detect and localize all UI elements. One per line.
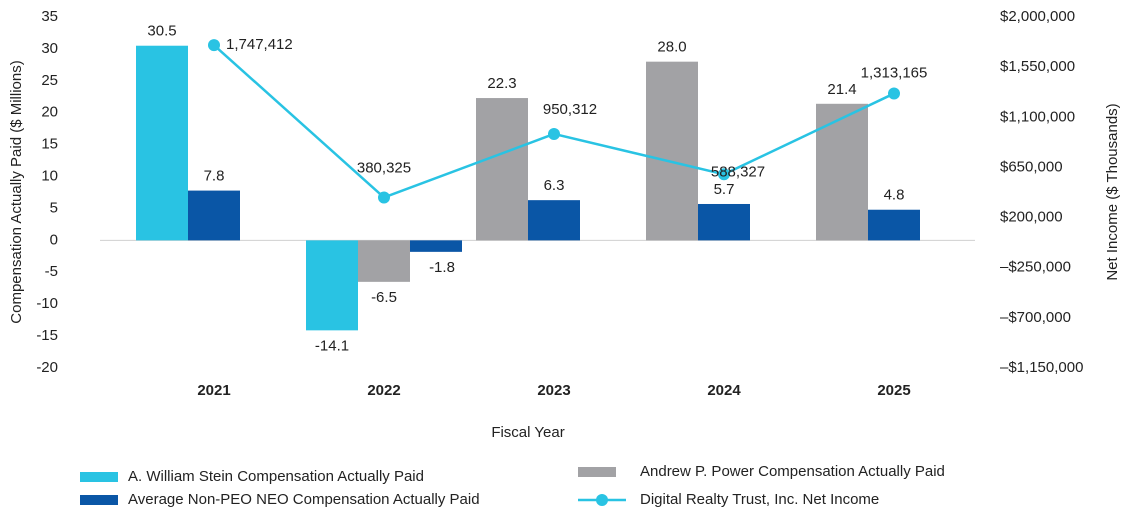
bar-value-label: -14.1	[315, 337, 349, 354]
line	[213, 44, 895, 199]
y-tick-label: 5	[50, 199, 58, 216]
legend-swatch	[578, 467, 616, 477]
line-point	[378, 191, 390, 204]
legend-swatch	[80, 495, 118, 505]
legend-swatch	[80, 472, 118, 482]
line-value-label: 380,325	[357, 159, 411, 176]
bar-value-label: 4.8	[884, 187, 905, 204]
x-tick-label: 2022	[367, 382, 400, 399]
legend-label: Average Non-PEO NEO Compensation Actuall…	[128, 491, 480, 508]
line-value-label: 950,312	[543, 101, 597, 118]
bar	[136, 45, 188, 241]
line-point	[548, 127, 560, 140]
y-tick-label: 10	[41, 168, 58, 185]
y-tick-label: -15	[36, 327, 58, 344]
bar	[698, 203, 750, 241]
bar-value-label: 7.8	[204, 168, 225, 185]
line-point	[718, 168, 730, 181]
y-tick-label: 15	[41, 136, 58, 153]
y-tick-label: 20	[41, 104, 58, 121]
x-tick-label: 2023	[537, 382, 570, 399]
bar-value-label: 5.7	[714, 181, 735, 198]
y-tick-label: -5	[45, 263, 58, 280]
y2-tick-label: $650,000	[1000, 158, 1063, 175]
bar-value-label: -1.8	[429, 259, 455, 276]
y2-tick-label: $200,000	[1000, 209, 1063, 226]
y2-tick-label: $1,100,000	[1000, 108, 1075, 125]
bar	[816, 103, 868, 241]
bar	[358, 240, 410, 282]
bar	[306, 240, 358, 331]
legend-swatch-point	[596, 494, 608, 506]
y2-tick-label: $1,550,000	[1000, 58, 1075, 75]
y2-axis-title: Net Income ($ Thousands)	[1104, 103, 1121, 280]
y2-tick-label: –$250,000	[1000, 259, 1071, 276]
y-axis-title: Compensation Actually Paid ($ Millions)	[8, 60, 25, 323]
y-tick-label: -10	[36, 295, 58, 312]
y-tick-label: 25	[41, 72, 58, 89]
bar	[410, 240, 462, 252]
bar-value-label: 28.0	[657, 39, 686, 56]
line-point	[208, 39, 220, 52]
x-tick-label: 2024	[707, 382, 741, 399]
legend-label: A. William Stein Compensation Actually P…	[128, 468, 424, 485]
line-value-label: 1,313,165	[861, 65, 928, 82]
y-tick-label: 0	[50, 231, 58, 248]
y-tick-label: 35	[41, 8, 58, 25]
x-tick-label: 2025	[877, 382, 910, 399]
bar	[188, 190, 240, 241]
y2-tick-label: –$700,000	[1000, 309, 1071, 326]
line-value-label: 588,327	[711, 163, 765, 180]
bar	[646, 61, 698, 241]
y2-tick-label: $2,000,000	[1000, 8, 1075, 25]
bar-value-label: 30.5	[147, 23, 176, 40]
y-tick-label: -20	[36, 359, 58, 376]
bar-value-label: 22.3	[487, 75, 516, 92]
y2-tick-label: –$1,150,000	[1000, 359, 1083, 376]
legend-label: Digital Realty Trust, Inc. Net Income	[640, 491, 879, 508]
line-value-label: 1,747,412	[226, 36, 293, 53]
bar	[868, 209, 920, 241]
x-axis-title: Fiscal Year	[491, 424, 564, 441]
bar-value-label: 6.3	[544, 177, 565, 194]
y-tick-label: 30	[41, 40, 58, 57]
bar	[528, 200, 580, 241]
bar	[476, 98, 528, 241]
line-point	[888, 87, 900, 100]
bar-value-label: -6.5	[371, 289, 397, 306]
x-tick-label: 2021	[197, 382, 230, 399]
bar-value-label: 21.4	[827, 81, 856, 98]
legend-label: Andrew P. Power Compensation Actually Pa…	[640, 463, 945, 480]
